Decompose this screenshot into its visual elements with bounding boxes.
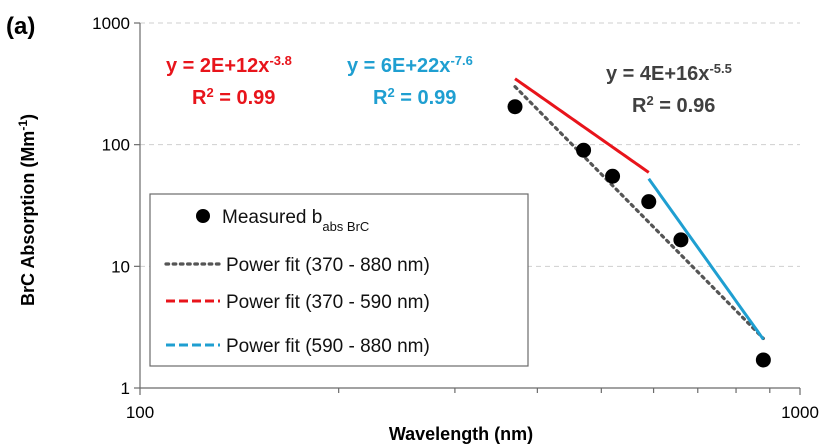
fit-line-3 bbox=[647, 177, 765, 341]
y-axis-title-sup: -1 bbox=[16, 120, 30, 131]
y-tick-label-1: 10 bbox=[111, 257, 130, 276]
data-point-4 bbox=[673, 232, 689, 248]
data-points bbox=[507, 99, 771, 368]
data-point-3 bbox=[641, 194, 657, 210]
x-tick-label-0: 100 bbox=[126, 403, 154, 422]
equation-red-r2-sup: 2 bbox=[206, 85, 213, 100]
equation-gray-r2-sup: 2 bbox=[646, 93, 653, 108]
data-point-2 bbox=[605, 168, 621, 184]
equation-blue-base: y = 6E+22x bbox=[347, 55, 450, 77]
y-axis-title-main: BrC Absorption (Mm bbox=[18, 131, 38, 306]
data-point-1 bbox=[576, 142, 592, 158]
equation-gray-base: y = 4E+16x bbox=[606, 63, 709, 85]
legend-item-fit-all: Power fit (370 - 880 nm) bbox=[164, 255, 430, 276]
legend: Measured babs BrC Power fit (370 - 880 n… bbox=[149, 193, 529, 367]
fit-line-1 bbox=[513, 85, 765, 341]
equation-red-r2-value: = 0.99 bbox=[214, 87, 276, 109]
equation-blue-r2-label: R bbox=[373, 87, 388, 109]
equation-red-r2-label: R bbox=[192, 87, 207, 109]
legend-label-measured-main: Measured b bbox=[222, 207, 322, 228]
fit-lines bbox=[513, 77, 765, 341]
equation-red-formula: y = 2E+12x-3.8 bbox=[166, 53, 292, 78]
equation-gray: y = 4E+16x-5.5 R2 = 0.96 bbox=[606, 61, 732, 118]
y-tick-label-2: 100 bbox=[102, 136, 130, 155]
equation-red-exp: -3.8 bbox=[269, 53, 291, 68]
equation-blue: y = 6E+22x-7.6 R2 = 0.99 bbox=[347, 53, 473, 110]
y-tick-label-3: 1000 bbox=[92, 14, 130, 33]
legend-label-fit-red: Power fit (370 - 590 nm) bbox=[226, 292, 430, 313]
legend-item-fit-blue: Power fit (590 - 880 nm) bbox=[166, 336, 430, 357]
legend-label-measured-sub: abs BrC bbox=[322, 219, 369, 234]
panel-label: (a) bbox=[6, 13, 35, 40]
fit-line-2 bbox=[514, 77, 650, 174]
equation-blue-r2-value: = 0.99 bbox=[395, 87, 457, 109]
x-tick-label-1: 1000 bbox=[781, 403, 819, 422]
data-point-0 bbox=[507, 99, 523, 115]
legend-label-fit-blue: Power fit (590 - 880 nm) bbox=[226, 336, 430, 357]
equation-blue-r2: R2 = 0.99 bbox=[373, 85, 456, 110]
equation-blue-r2-sup: 2 bbox=[387, 85, 394, 100]
equation-gray-r2: R2 = 0.96 bbox=[632, 93, 715, 118]
equation-gray-r2-value: = 0.96 bbox=[654, 95, 716, 117]
legend-box bbox=[149, 193, 529, 367]
equation-red-r2: R2 = 0.99 bbox=[192, 85, 275, 110]
legend-marker-measured bbox=[196, 209, 210, 223]
legend-label-fit-all: Power fit (370 - 880 nm) bbox=[226, 255, 430, 276]
equation-gray-exp: -5.5 bbox=[709, 61, 731, 76]
y-axis-title: BrC Absorption (Mm-1) bbox=[16, 114, 38, 306]
legend-item-fit-red: Power fit (370 - 590 nm) bbox=[166, 292, 430, 313]
equation-blue-formula: y = 6E+22x-7.6 bbox=[347, 53, 473, 78]
x-axis-ticks: 100 1000 bbox=[126, 403, 819, 422]
axes bbox=[134, 22, 801, 395]
y-axis-ticks: 1 10 100 1000 bbox=[92, 14, 130, 398]
equation-red-base: y = 2E+12x bbox=[166, 55, 269, 77]
equation-gray-r2-label: R bbox=[632, 95, 647, 117]
data-point-5 bbox=[755, 352, 771, 368]
legend-label-measured: Measured babs BrC bbox=[222, 207, 369, 234]
equation-red: y = 2E+12x-3.8 R2 = 0.99 bbox=[166, 53, 292, 110]
equation-blue-exp: -7.6 bbox=[450, 53, 472, 68]
y-tick-label-0: 1 bbox=[121, 379, 130, 398]
legend-item-measured: Measured babs BrC bbox=[196, 207, 369, 234]
equation-gray-formula: y = 4E+16x-5.5 bbox=[606, 61, 732, 86]
y-axis-title-end: ) bbox=[18, 114, 38, 120]
x-axis-title: Wavelength (nm) bbox=[389, 424, 533, 444]
